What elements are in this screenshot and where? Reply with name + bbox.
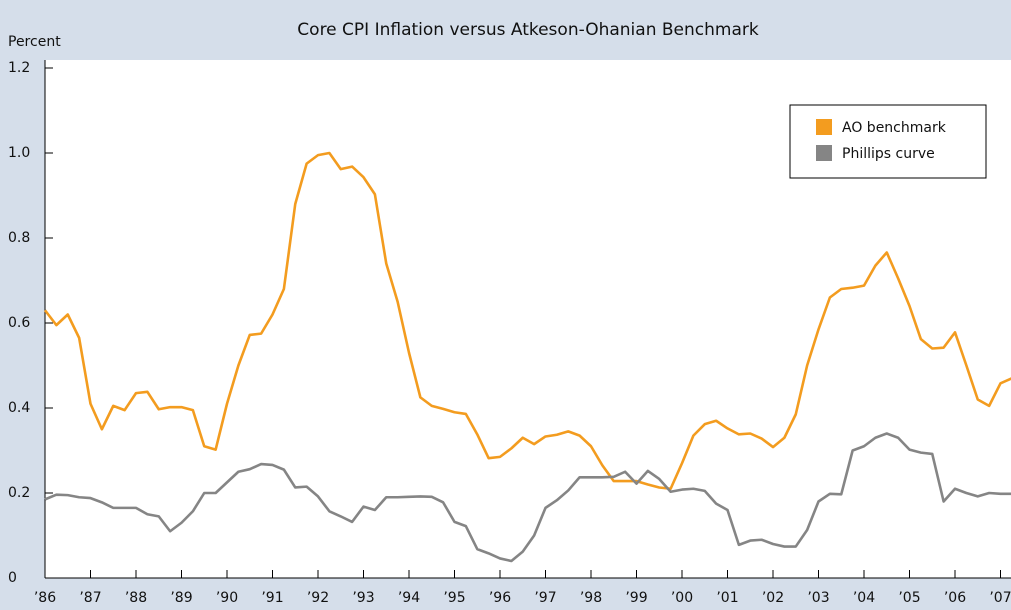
x-tick-label: ’87	[79, 590, 101, 606]
x-tick-label: ’93	[352, 590, 374, 606]
x-tick-label: ’02	[762, 590, 784, 606]
y-tick-label: 0.8	[8, 230, 30, 246]
x-tick-label: ’96	[489, 590, 511, 606]
x-tick-label: ’99	[625, 590, 647, 606]
legend-label: AO benchmark	[842, 120, 947, 136]
x-tick-label: ’91	[261, 590, 283, 606]
y-tick-label: 0	[8, 570, 17, 586]
x-tick-label: ’07	[989, 590, 1011, 606]
y-axis-label: Percent	[8, 34, 61, 50]
y-tick-label: 1.0	[8, 145, 30, 161]
x-tick-label: ’05	[898, 590, 920, 606]
x-tick-label: ’94	[398, 590, 420, 606]
series-line	[43, 151, 1011, 491]
legend-label: Phillips curve	[842, 146, 935, 162]
x-tick-label: ’95	[443, 590, 465, 606]
series-line	[44, 432, 1011, 563]
x-tick-label: ’04	[853, 590, 875, 606]
x-tick-label: ’97	[534, 590, 556, 606]
y-tick-label: 0.4	[8, 400, 30, 416]
x-tick-label: ’01	[716, 590, 738, 606]
x-tick-label: ’90	[216, 590, 238, 606]
x-tick-label: ’88	[125, 590, 147, 606]
legend-box	[789, 104, 987, 179]
legend-swatch	[816, 145, 832, 161]
chart-title: Core CPI Inflation versus Atkeson-Ohania…	[297, 20, 759, 40]
x-tick-label: ’03	[807, 590, 829, 606]
legend-swatch	[816, 119, 832, 135]
x-tick-label: ’86	[34, 590, 56, 606]
x-tick-label: ’98	[580, 590, 602, 606]
y-tick-label: 1.2	[8, 60, 30, 76]
x-tick-label: ’06	[944, 590, 966, 606]
y-tick-label: 0.6	[8, 315, 30, 331]
x-tick-label: ’92	[307, 590, 329, 606]
y-tick-label: 0.2	[8, 485, 30, 501]
x-tick-label: ’00	[671, 590, 693, 606]
x-tick-label: ’89	[170, 590, 192, 606]
